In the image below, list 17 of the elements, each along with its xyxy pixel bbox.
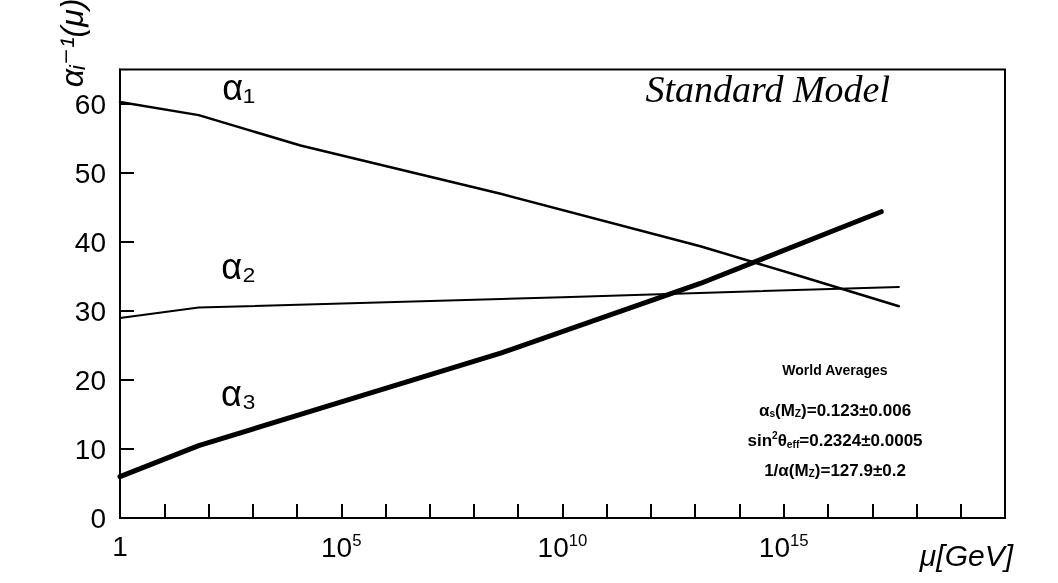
x-axis-title: μ[GeV] xyxy=(918,538,1014,572)
y-tick-label: 0 xyxy=(90,502,106,534)
x-tick-label: 1 xyxy=(112,530,128,562)
y-tick-label: 10 xyxy=(74,433,106,465)
series-label: α₂ xyxy=(221,245,257,287)
y-tick-label: 30 xyxy=(74,295,106,327)
series-label: α₃ xyxy=(220,372,257,414)
y-tick-label: 40 xyxy=(74,226,106,258)
y-tick-label: 20 xyxy=(74,364,106,396)
chart-title: Standard Model xyxy=(645,68,890,110)
y-axis-title: αᵢ⁻¹(μ) xyxy=(54,0,90,88)
y-tick-label: 60 xyxy=(74,88,106,120)
annotation: World Averages xyxy=(782,362,888,378)
annotation: 1/α(MZ)=127.9±0.2 xyxy=(764,460,906,480)
series-label: α₁ xyxy=(222,66,256,108)
annotation: αs(MZ)=0.123±0.006 xyxy=(758,400,912,420)
y-tick-label: 50 xyxy=(74,157,106,189)
